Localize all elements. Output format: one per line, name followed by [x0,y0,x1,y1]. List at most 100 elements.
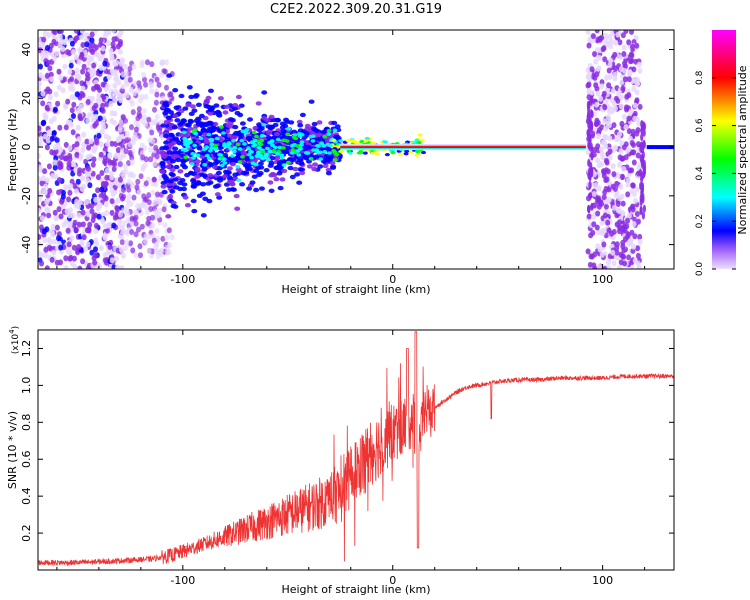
heatmap-cell-1952 [325,171,332,176]
heatmap-cell-715 [58,244,64,251]
heatmap-cell-1191 [157,198,163,205]
heatmap-cell-2358 [246,146,251,150]
heatmap-cell-378 [95,187,101,194]
heatmap-cell-3200 [635,252,641,259]
heatmap-cell-1060 [118,192,124,199]
heatmap-cell-1085 [160,235,166,242]
heatmap-cell-875 [38,80,42,87]
heatmap-cell-764 [76,221,82,228]
heatmap-cell-1175 [129,154,135,161]
heatmap-cell-704 [85,99,91,105]
heatmap-cell-2211 [215,170,222,176]
heatmap-cell-2844 [631,85,637,92]
heatmap-cell-328 [43,252,48,259]
heatmap-cell-2472 [316,144,321,148]
heatmap-cell-2231 [245,166,251,171]
heatmap-cell-2370 [235,142,241,147]
heatmap-cell-544 [48,71,54,78]
heatmap-cell-2334 [285,145,292,150]
heatmap-cell-2509 [187,140,193,144]
heatmap-cell-821 [50,173,56,179]
heatmap-cell-3319 [638,168,643,177]
heatmap-cell-3081 [593,182,599,189]
heatmap-cell-2630 [345,139,351,143]
heatmap-cell-2510 [261,122,267,127]
heatmap-cell-3009 [619,140,625,147]
snr-scale-label: (x104) [8,326,21,354]
heatmap-cell-266 [104,167,110,174]
heatmap-cell-474 [38,234,42,240]
heatmap-cell-3131 [627,239,633,246]
heatmap-cell-3169 [631,66,637,73]
heatmap-cell-3161 [625,233,630,240]
heatmap-cell-1798 [223,169,229,174]
heatmap-cell-879 [106,74,112,81]
heatmap-cell-853 [73,188,79,195]
heatmap-cell-1814 [187,118,194,124]
heatmap-cell-1198 [157,127,163,134]
heatmap-cell-1008 [145,59,150,66]
heatmap-cell-890 [97,96,103,103]
heatmap-cell-511 [116,219,122,225]
heatmap-cell-2333 [230,162,236,167]
heatmap-cell-2825 [585,30,591,35]
heatmap-cell-2992 [596,185,602,192]
heatmap-cell-2013 [194,174,201,179]
heatmap-cell-1172 [149,129,155,136]
heatmap-cell-1742 [279,177,286,182]
heatmap-cell-3241 [602,104,608,111]
heatmap-cell-574 [79,239,85,246]
heatmap-cell-721 [38,72,44,79]
heatmap-cell-528 [113,76,119,83]
heatmap-cell-399 [65,49,70,56]
heatmap-cell-3083 [602,140,607,147]
heatmap-cell-3157 [595,210,601,217]
heatmap-cell-231 [52,164,58,171]
heatmap-cell-1177 [159,72,165,79]
heatmap-cell-3187 [599,200,605,207]
heatmap-cell-3138 [597,36,603,43]
heatmap-cell-216 [75,124,81,131]
heatmap-cell-857 [85,154,91,161]
heatmap-cell-527 [85,211,91,218]
heatmap-cell-2450 [226,142,232,146]
heatmap-cell-2408 [189,162,195,166]
heatmap-cell-3078 [603,203,609,210]
heatmap-cell-726 [40,175,46,182]
heatmap-cell-1055 [148,156,154,163]
heatmap-cell-3296 [587,130,591,139]
heatmap-cell-3207 [618,148,624,155]
heatmap-cell-2506 [237,160,243,164]
snr-border [37,329,675,571]
heatmap-cell-3173 [591,191,597,197]
heatmap-cell-1031 [119,147,125,154]
heatmap-cell-2247 [316,137,323,142]
heatmap-cell-1132 [125,210,130,217]
heatmap-cell-2995 [634,211,640,217]
heatmap-cell-823 [84,71,90,78]
heatmap-cell-712 [40,187,46,194]
heatmap-cell-1157 [119,248,125,255]
heatmap-cell-2634 [390,151,396,155]
heatmap-cell-2227 [224,104,230,110]
heatmap-cell-2805 [625,181,631,188]
heatmap-cell-3193 [613,144,619,151]
heatmap-cell-1186 [130,182,136,189]
colorbar: 0.0 0.2 0.4 0.6 0.8 Normalized spectral ampl… [695,30,749,276]
heatmap-cell-84 [104,209,110,216]
heatmap-cell-3235 [624,93,630,100]
heatmap-cell-2114 [197,131,204,136]
heatmap-cell-546 [73,30,79,34]
heatmap-cell-1803 [177,169,184,174]
heatmap-cell-2453 [235,165,241,169]
heatmap-cell-2438 [308,156,314,161]
heatmap-cell-956 [135,87,141,94]
heatmap-cell-514 [101,115,107,122]
heatmap-cell-1188 [138,173,144,180]
heatmap-cell-1923 [165,164,172,169]
heatmap-cell-1522 [202,196,209,201]
heatmap-cell-717 [97,115,103,122]
heatmap-cell-872 [63,155,69,162]
heatmap-cell-2412 [209,142,215,147]
heatmap-cell-819 [80,175,86,182]
